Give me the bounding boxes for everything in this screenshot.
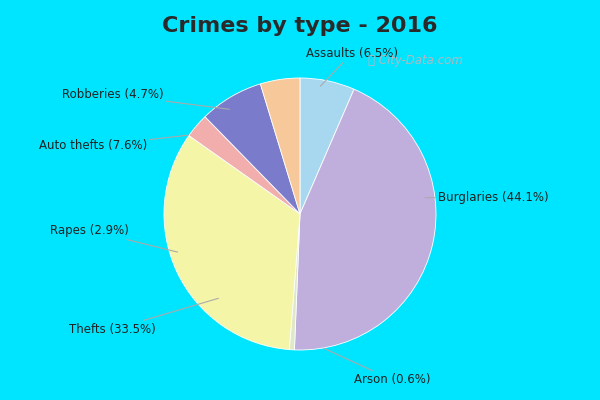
Text: Arson (0.6%): Arson (0.6%) xyxy=(325,349,431,386)
Wedge shape xyxy=(295,89,436,350)
Text: Burglaries (44.1%): Burglaries (44.1%) xyxy=(425,191,548,204)
Text: Auto thefts (7.6%): Auto thefts (7.6%) xyxy=(39,135,188,152)
Text: Robberies (4.7%): Robberies (4.7%) xyxy=(62,88,229,109)
Wedge shape xyxy=(300,78,354,214)
Text: Crimes by type - 2016: Crimes by type - 2016 xyxy=(162,16,438,36)
Text: Rapes (2.9%): Rapes (2.9%) xyxy=(50,224,178,252)
Text: Thefts (33.5%): Thefts (33.5%) xyxy=(69,298,218,336)
Wedge shape xyxy=(189,117,300,214)
Text: ⓘ City-Data.com: ⓘ City-Data.com xyxy=(368,54,463,67)
Wedge shape xyxy=(289,214,300,350)
Wedge shape xyxy=(205,84,300,214)
Wedge shape xyxy=(164,136,300,350)
Text: Assaults (6.5%): Assaults (6.5%) xyxy=(305,47,398,86)
Wedge shape xyxy=(260,78,300,214)
